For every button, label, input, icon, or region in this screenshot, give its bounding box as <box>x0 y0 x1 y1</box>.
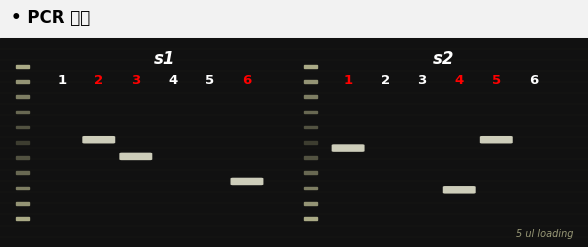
Text: s2: s2 <box>433 50 455 68</box>
Bar <box>304 126 317 128</box>
Bar <box>16 126 29 128</box>
FancyBboxPatch shape <box>443 186 476 194</box>
Text: 3: 3 <box>417 74 427 86</box>
Bar <box>16 217 29 220</box>
Text: 1: 1 <box>343 74 353 86</box>
Bar <box>16 171 29 174</box>
Text: 4: 4 <box>168 74 178 86</box>
Bar <box>16 156 29 159</box>
Text: 2: 2 <box>380 74 390 86</box>
FancyBboxPatch shape <box>230 178 263 185</box>
Bar <box>16 110 29 113</box>
Bar <box>304 171 317 174</box>
Bar <box>16 95 29 98</box>
Bar <box>304 141 317 144</box>
FancyBboxPatch shape <box>119 153 152 160</box>
Bar <box>304 80 317 83</box>
FancyBboxPatch shape <box>332 144 365 152</box>
Text: 6: 6 <box>242 74 252 86</box>
Bar <box>304 95 317 98</box>
Bar <box>304 187 317 189</box>
Bar <box>304 156 317 159</box>
FancyBboxPatch shape <box>480 136 513 144</box>
Bar <box>16 80 29 83</box>
Text: 5: 5 <box>492 74 501 86</box>
Bar <box>304 65 317 67</box>
Bar <box>16 202 29 205</box>
Bar <box>16 65 29 67</box>
Bar <box>304 217 317 220</box>
Bar <box>16 187 29 189</box>
Text: 5: 5 <box>205 74 215 86</box>
Text: • PCR 결과: • PCR 결과 <box>11 9 90 27</box>
Text: 6: 6 <box>529 74 538 86</box>
Text: 1: 1 <box>57 74 66 86</box>
Text: 3: 3 <box>131 74 141 86</box>
Text: s1: s1 <box>154 50 175 68</box>
Text: 4: 4 <box>455 74 464 86</box>
FancyBboxPatch shape <box>82 136 115 144</box>
Bar <box>16 141 29 144</box>
Text: 2: 2 <box>94 74 103 86</box>
Bar <box>304 202 317 205</box>
Bar <box>304 110 317 113</box>
Text: 5 ul loading: 5 ul loading <box>516 229 573 239</box>
